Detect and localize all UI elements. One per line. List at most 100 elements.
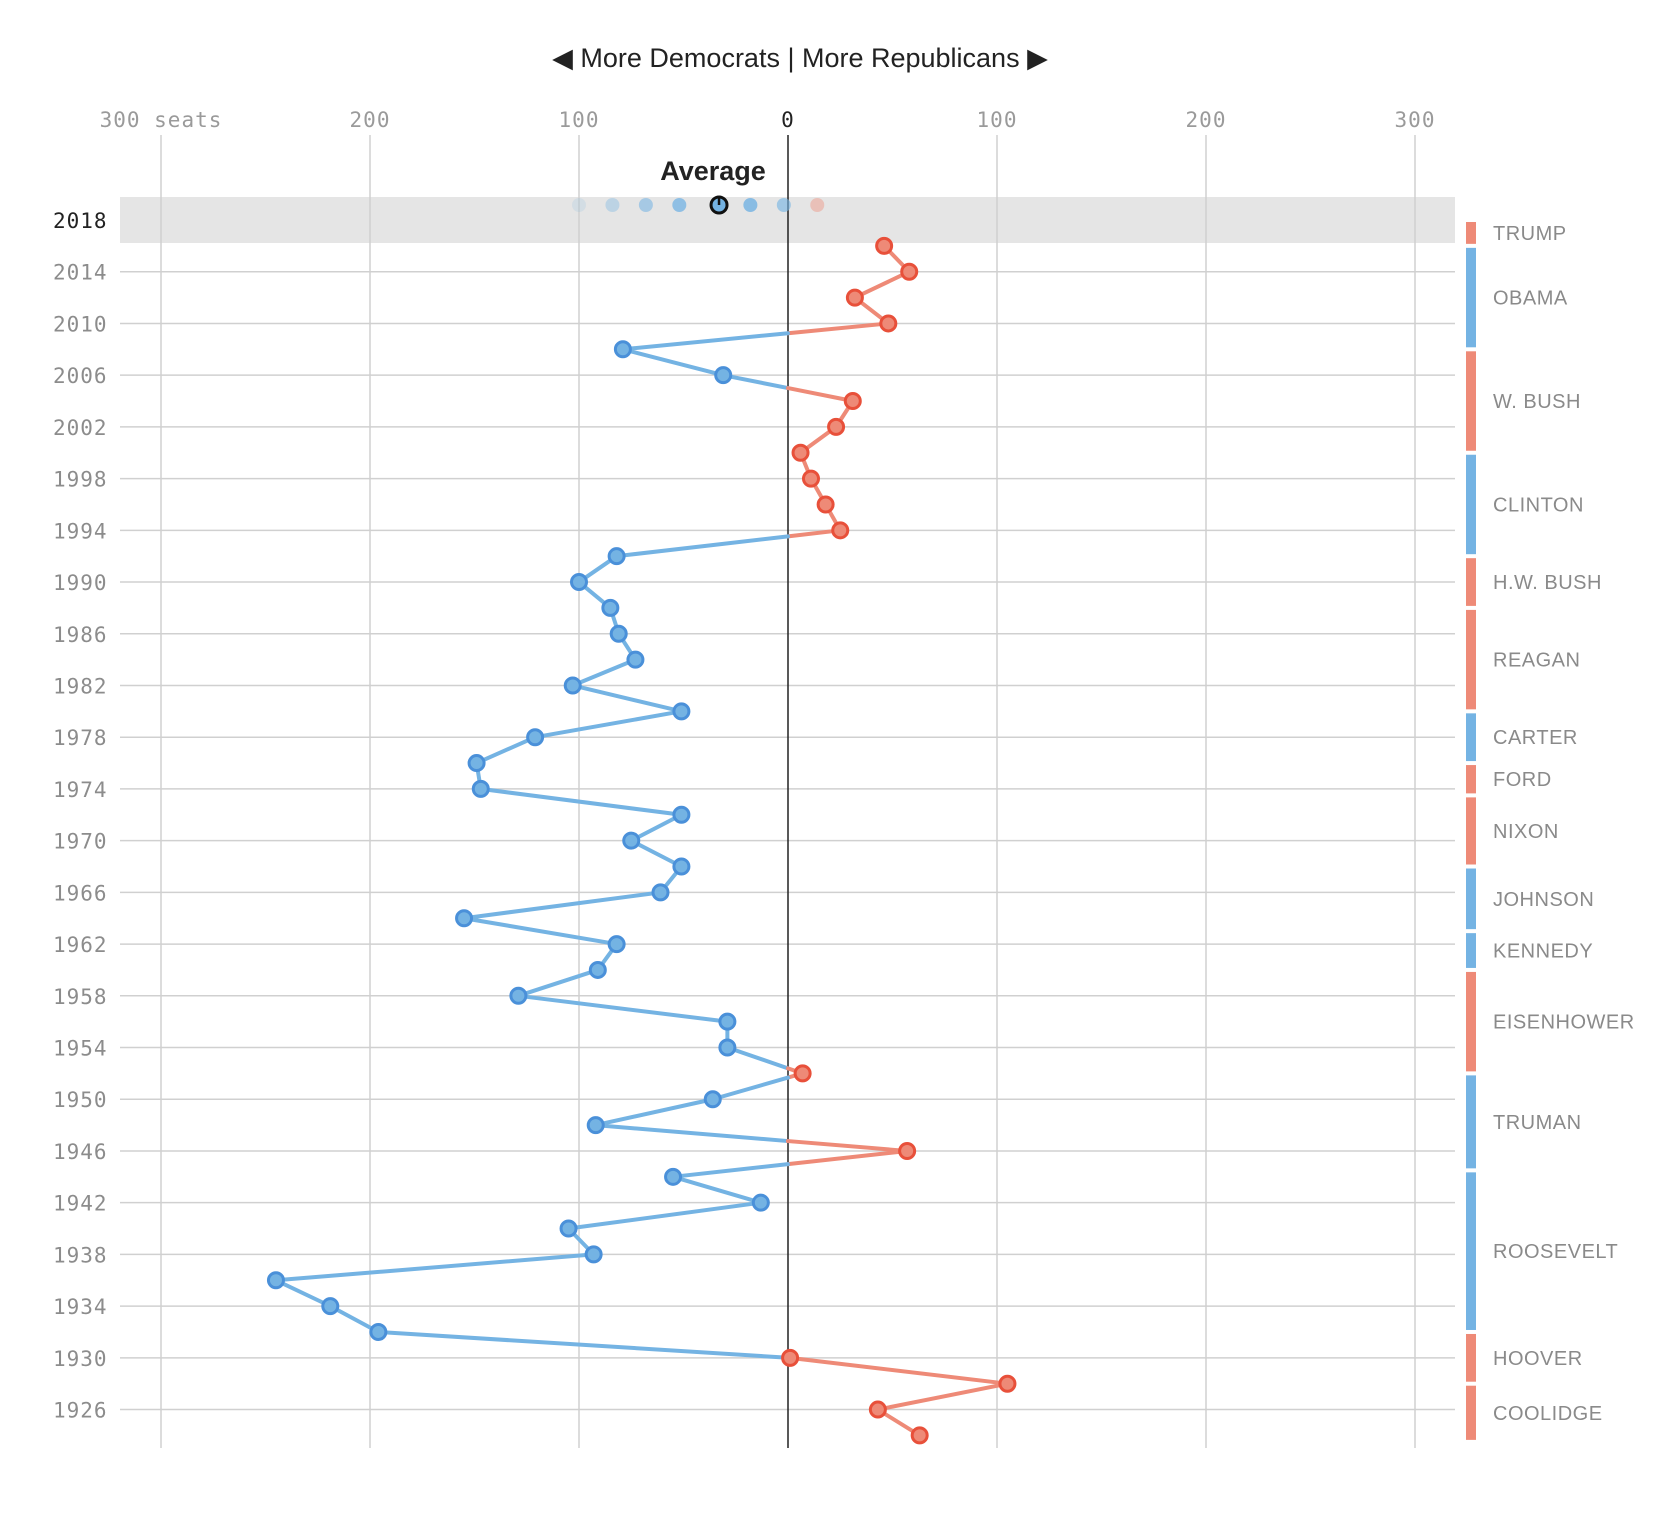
data-point-1988 [601, 598, 620, 617]
data-point-1934 [321, 1297, 340, 1316]
series-segment [474, 735, 538, 766]
data-point-1996 [816, 495, 835, 514]
series-segment [671, 1162, 790, 1179]
series-segment [629, 812, 684, 843]
x-tick-label: 300 seats [100, 108, 223, 132]
data-point-1968 [672, 857, 691, 876]
y-tick-label: 1970 [53, 830, 108, 854]
data-point-1950 [703, 1090, 722, 1109]
president-label: JOHNSON [1493, 889, 1594, 911]
president-label: ROOSEVELT [1493, 1241, 1618, 1263]
data-point-1938 [584, 1245, 603, 1264]
series-segment [533, 709, 684, 740]
series-segment [462, 890, 663, 921]
series-segment [786, 386, 855, 404]
y-tick-label: 1930 [53, 1347, 108, 1371]
y-tick-label: 1942 [53, 1192, 108, 1216]
series-segment [852, 269, 912, 300]
x-tick-label: 300 [1395, 108, 1436, 132]
president-bar [1466, 797, 1476, 865]
president-label: H.W. BUSH [1493, 572, 1602, 594]
president-bar [1466, 713, 1476, 762]
data-point-1962 [607, 935, 626, 954]
x-tick-label: 200 [350, 108, 391, 132]
data-point-2000 [791, 443, 810, 462]
data-point-2010 [879, 314, 898, 333]
data-point-1974 [471, 779, 490, 798]
y-tick-label: 1950 [53, 1088, 108, 1112]
data-point-1966 [651, 883, 670, 902]
data-point-1964 [455, 909, 474, 928]
y-tick-label: 2018 [53, 209, 108, 233]
data-point-1984 [626, 650, 645, 669]
president-label: CARTER [1493, 727, 1578, 749]
data-point-1944 [664, 1167, 683, 1186]
data-point-1926 [868, 1400, 887, 1419]
data-point-2008 [613, 340, 632, 359]
series-segment [629, 838, 684, 869]
series-segment [786, 1148, 910, 1167]
data-point-1946 [898, 1141, 917, 1160]
x-tick-label: 0 [781, 108, 795, 132]
series-segment [376, 1329, 790, 1360]
president-label: EISENHOWER [1493, 1012, 1635, 1034]
president-label: CLINTON [1493, 494, 1584, 516]
data-point-1986 [609, 624, 628, 643]
president-label: FORD [1493, 769, 1552, 791]
chart-header: ◀ More Democrats | More Republicans ▶ [552, 43, 1048, 73]
data-point-1994 [831, 521, 850, 540]
president-label: KENNEDY [1493, 941, 1593, 963]
president-bar [1466, 351, 1476, 451]
data-point-1970 [622, 831, 641, 850]
y-axis-labels: 2018 2014 2010 2006 2002 1998 1994 1990 1986 1982… [53, 209, 108, 1423]
x-tick-label: 100 [559, 108, 600, 132]
data-point-1924 [910, 1426, 929, 1445]
y-tick-label: 1986 [53, 623, 108, 647]
data-point-1982 [563, 676, 582, 695]
data-point-1980 [672, 702, 691, 721]
series-segment [725, 1045, 790, 1071]
series-segment [710, 1075, 790, 1102]
average-forecast: Average [572, 156, 825, 215]
series-segment [516, 993, 730, 1024]
series-segment [328, 1304, 381, 1334]
data-point-1952 [793, 1064, 812, 1083]
series-segment [570, 657, 638, 688]
data-point-1940 [559, 1219, 578, 1238]
series-segment [721, 373, 790, 391]
data-point-2004 [843, 392, 862, 411]
president-bar [1466, 609, 1476, 710]
data-point-2014 [900, 262, 919, 281]
data-point-1942 [751, 1193, 770, 1212]
y-tick-label: 2010 [53, 312, 108, 336]
y-tick-label: 1966 [53, 881, 108, 905]
president-label: TRUMP [1493, 223, 1567, 245]
series-segment [593, 1123, 790, 1144]
president-bar [1466, 454, 1476, 555]
forecast-dot [672, 198, 687, 212]
series-segment [875, 1381, 1010, 1412]
president-label: W. BUSH [1493, 391, 1581, 413]
y-tick-label: 2006 [53, 364, 108, 388]
series-segment [566, 1200, 763, 1231]
forecast-dot [572, 198, 586, 212]
series-segment [786, 1139, 910, 1153]
president-bar [1466, 1385, 1476, 1440]
president-label: OBAMA [1493, 288, 1568, 310]
series-segment [273, 1252, 596, 1283]
president-bar [1466, 1172, 1476, 1330]
president-bar [1466, 558, 1476, 606]
president-label: HOOVER [1493, 1348, 1583, 1370]
y-tick-label: 2002 [53, 416, 108, 440]
data-point-1990 [570, 573, 588, 592]
president-label: TRUMAN [1493, 1112, 1582, 1134]
series-segment [620, 331, 790, 352]
series-segment [478, 786, 684, 817]
data-point-1932 [369, 1322, 388, 1341]
president-bar [1466, 933, 1476, 968]
data-point-1992 [607, 547, 626, 566]
forecast-dot [776, 198, 791, 212]
y-tick-label: 1954 [53, 1037, 108, 1061]
y-tick-label: 1962 [53, 933, 108, 957]
